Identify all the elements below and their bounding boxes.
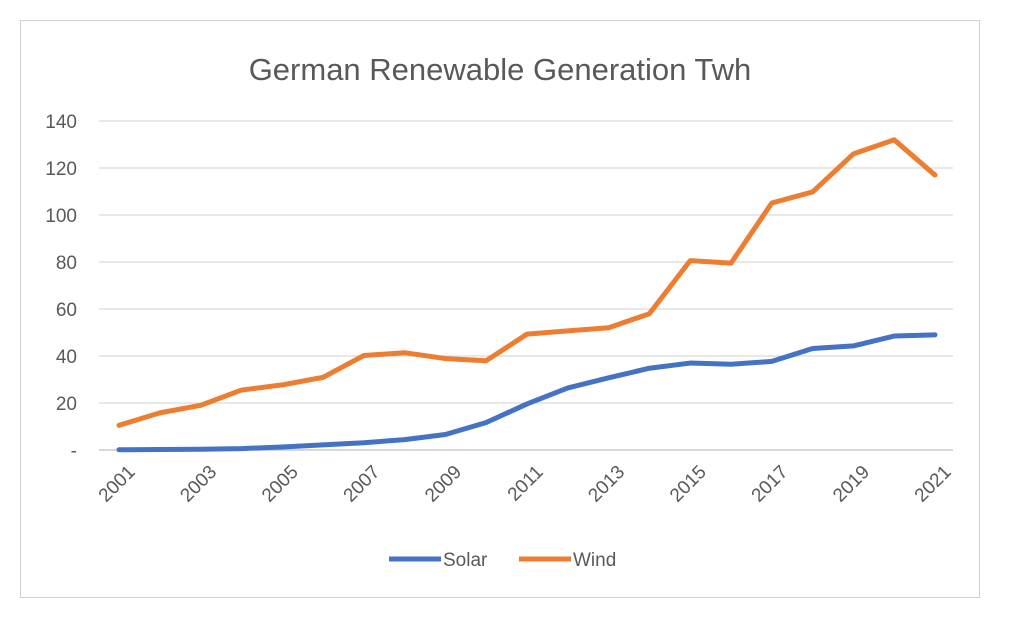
x-tick-label: 2011 [504, 462, 548, 506]
legend-label-wind: Wind [573, 550, 616, 571]
x-tick-label: 2003 [176, 462, 221, 507]
x-axis-ticks: 2001 2003 2005 2007 2009 2011 2013 2015 2017 2019… [95, 462, 956, 507]
x-tick-label: 2019 [829, 462, 874, 507]
x-tick-label: 2009 [421, 462, 466, 507]
x-tick-label: 2005 [258, 462, 303, 507]
x-tick-label: 2017 [748, 462, 793, 507]
chart-frame: German Renewable Generation Twh - 20 40 60 8… [20, 20, 980, 598]
series-line-solar [116, 332, 938, 453]
y-tick-label: 100 [45, 206, 77, 227]
legend-label-solar: Solar [443, 550, 488, 571]
y-tick-label: 20 [56, 394, 77, 415]
x-tick-label: 2021 [911, 462, 956, 507]
gridlines [99, 120, 953, 451]
y-tick-label: 40 [56, 347, 77, 368]
x-tick-label: 2007 [340, 462, 385, 507]
legend: Solar Wind [389, 550, 616, 571]
y-tick-label: 80 [56, 253, 77, 274]
x-tick-label: 2013 [584, 462, 629, 507]
series-line-wind [116, 137, 938, 428]
y-tick-label: 140 [45, 112, 77, 133]
line-chart: German Renewable Generation Twh - 20 40 60 8… [45, 52, 956, 571]
series-lines [116, 137, 938, 453]
x-tick-label: 2001 [95, 462, 140, 507]
y-tick-label: 60 [56, 300, 77, 321]
y-tick-label: - [71, 441, 77, 462]
y-tick-label: 120 [45, 159, 77, 180]
y-axis-ticks: - 20 40 60 80 100 120 140 [45, 112, 77, 462]
x-tick-label: 2015 [666, 462, 711, 507]
chart-title: German Renewable Generation Twh [249, 52, 752, 87]
